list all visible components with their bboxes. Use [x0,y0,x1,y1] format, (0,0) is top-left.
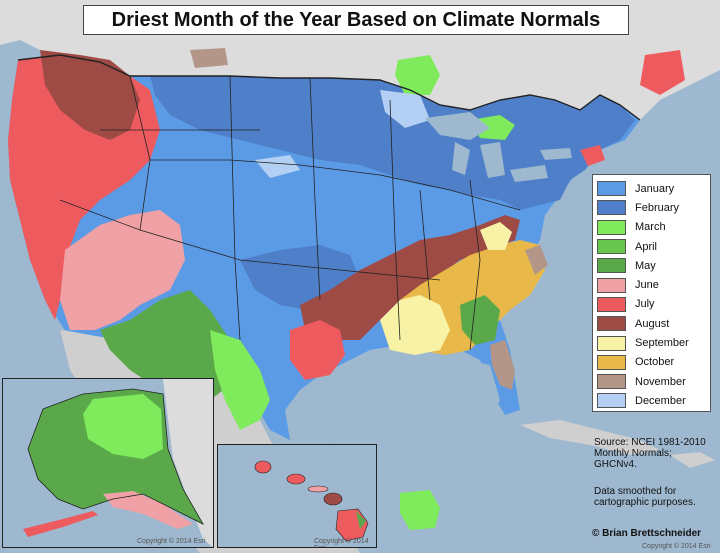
november-carolina [525,245,548,275]
caribbean-land [400,490,440,530]
march-canada-patch [395,55,440,95]
hawaii-oahu [286,473,306,485]
hawaii-molokai [307,485,329,493]
hawaii-inset: Copyright © 2014 Esri [217,444,377,548]
hawaii-kauai [254,460,272,474]
legend-item: March [597,218,710,237]
legend-label: September [635,337,689,350]
legend-label: April [635,240,658,253]
legend-label: July [635,298,655,311]
alaska-copyright: Copyright © 2014 Esri [137,538,206,545]
hawaii-big-island-green [356,511,366,529]
hawaii-big-island [335,508,369,542]
map-title: Driest Month of the Year Based on Climat… [111,8,601,31]
may-southeast [460,295,500,345]
july-south [290,320,345,380]
legend-label: May [635,259,656,272]
alaska-june [103,491,193,529]
legend-item: January [597,179,710,198]
legend-label: October [635,356,675,369]
alaska-outline [27,388,205,525]
december-great-lakes [380,90,430,128]
hawaii-maui [323,492,343,506]
legend-item: July [597,295,710,314]
legend-label: February [635,201,680,214]
legend-item: December [597,391,710,410]
september-southeast [380,295,450,355]
title-box: Driest Month of the Year Based on Climat… [83,5,629,35]
state-borders [59,75,521,351]
legend-item: August [597,314,710,333]
credit: © Brian Brettschneider [592,528,702,539]
smoothing-note: Data smoothed for cartographic purposes. [594,486,696,508]
legend-swatch [597,374,626,390]
november-canada [190,48,228,68]
legend-swatch [597,239,626,255]
caribbean-patch [400,490,440,530]
legend-label: August [635,317,670,330]
legend-label: December [635,394,686,407]
legend-item: April [597,237,710,256]
legend-swatch [597,296,626,312]
legend-swatch [597,354,626,370]
july-maritimes [640,50,685,95]
legend-swatch [597,219,626,235]
us-border [17,54,641,121]
cuba-land [520,420,660,455]
august-south [300,215,520,340]
september-appalachia [480,222,512,250]
gulf-of-mexico [300,358,500,470]
legend: January February March April May June July Augu… [592,174,711,412]
june-southwest [60,210,185,330]
legend-item: October [597,353,710,372]
legend-swatch [597,258,626,274]
legend-swatch [597,393,626,409]
alaska-canada-land [163,379,213,547]
alaska-march [83,394,163,459]
alaska-map [23,379,213,547]
legend-swatch [597,335,626,351]
legend-swatch [597,181,626,197]
legend-label: January [635,182,675,195]
source-note: Source: NCEI 1981-2010 Monthly Normals; … [594,437,706,470]
legend-item: February [597,198,710,217]
march-south-texas [210,330,270,430]
alaska-inset: Copyright © 2014 Esri [2,378,214,548]
hawaii-map [254,460,369,542]
hawaii-copyright: Copyright © 2014 Esri [314,538,369,547]
july-newengland [580,145,605,166]
november-southeast [490,340,515,390]
legend-item: May [597,256,710,275]
legend-item: September [597,333,710,352]
legend-item: November [597,372,710,391]
december-plains [255,155,300,178]
hispaniola-land [670,452,715,468]
great-lakes [425,112,572,182]
main-copyright: Copyright © 2014 Esri [642,543,711,550]
legend-label: March [635,221,666,234]
alaska-chain [23,511,98,537]
legend-label: November [635,375,686,388]
legend-swatch [597,200,626,216]
august-northwest [40,50,140,140]
legend-item: June [597,275,710,294]
legend-swatch [597,277,626,293]
legend-swatch [597,316,626,332]
legend-label: June [635,279,659,292]
